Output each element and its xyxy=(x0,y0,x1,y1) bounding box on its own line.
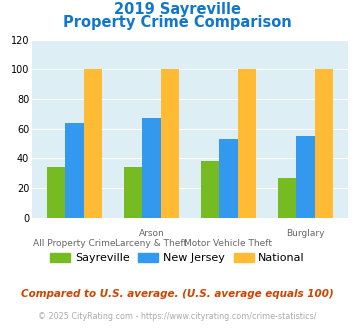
Text: Arson: Arson xyxy=(138,229,164,238)
Text: © 2025 CityRating.com - https://www.cityrating.com/crime-statistics/: © 2025 CityRating.com - https://www.city… xyxy=(38,312,317,321)
Bar xyxy=(315,69,333,218)
Text: 2019 Sayreville: 2019 Sayreville xyxy=(114,2,241,16)
Bar xyxy=(238,69,256,218)
Text: Burglary: Burglary xyxy=(286,229,325,238)
Bar xyxy=(47,167,65,218)
Text: All Property Crime: All Property Crime xyxy=(33,239,116,248)
Text: Motor Vehicle Theft: Motor Vehicle Theft xyxy=(185,239,272,248)
Bar xyxy=(278,178,296,218)
Text: Compared to U.S. average. (U.S. average equals 100): Compared to U.S. average. (U.S. average … xyxy=(21,289,334,299)
Legend: Sayreville, New Jersey, National: Sayreville, New Jersey, National xyxy=(50,253,305,263)
Bar xyxy=(83,69,102,218)
Bar xyxy=(65,123,83,218)
Text: Larceny & Theft: Larceny & Theft xyxy=(115,239,187,248)
Bar xyxy=(296,136,315,218)
Text: Property Crime Comparison: Property Crime Comparison xyxy=(63,15,292,30)
Bar xyxy=(142,118,161,218)
Bar xyxy=(124,167,142,218)
Bar xyxy=(161,69,179,218)
Bar xyxy=(219,139,238,218)
Bar xyxy=(201,161,219,218)
